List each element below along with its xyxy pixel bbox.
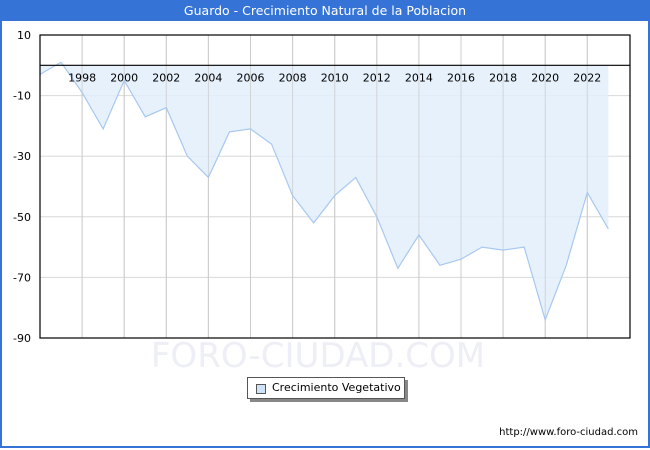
watermark: FORO-CIUDAD.COM bbox=[151, 336, 485, 376]
y-tick-label: -30 bbox=[13, 150, 31, 163]
plot-border bbox=[39, 34, 631, 339]
x-tick-label: 2000 bbox=[110, 71, 138, 84]
x-tick-label: 2008 bbox=[279, 71, 307, 84]
y-tick-label: 10 bbox=[17, 29, 31, 42]
legend: Crecimiento Vegetativo bbox=[247, 377, 405, 399]
x-tick-label: 2004 bbox=[194, 71, 222, 84]
area-fill bbox=[40, 62, 609, 320]
y-tick-label: -10 bbox=[13, 90, 31, 103]
y-tick-label: -70 bbox=[13, 271, 31, 284]
y-tick-label: -90 bbox=[13, 332, 31, 345]
source-url: http://www.foro-ciudad.com bbox=[499, 427, 638, 438]
x-tick-label: 2012 bbox=[363, 71, 391, 84]
x-tick-label: 2018 bbox=[489, 71, 517, 84]
x-tick-label: 2020 bbox=[531, 71, 559, 84]
legend-swatch-icon bbox=[256, 384, 266, 394]
chart-title: Guardo - Crecimiento Natural de la Pobla… bbox=[0, 0, 650, 21]
legend-label: Crecimiento Vegetativo bbox=[272, 381, 401, 394]
x-tick-label: 2014 bbox=[405, 71, 433, 84]
x-tick-label: 2016 bbox=[447, 71, 475, 84]
data-line bbox=[39, 61, 609, 322]
x-tick-label: 2006 bbox=[237, 71, 265, 84]
x-tick-label: 2002 bbox=[152, 71, 180, 84]
x-tick-label: 1998 bbox=[68, 71, 96, 84]
y-tick-label: -50 bbox=[13, 211, 31, 224]
x-tick-label: 2022 bbox=[573, 71, 601, 84]
x-tick-label: 2010 bbox=[321, 71, 349, 84]
